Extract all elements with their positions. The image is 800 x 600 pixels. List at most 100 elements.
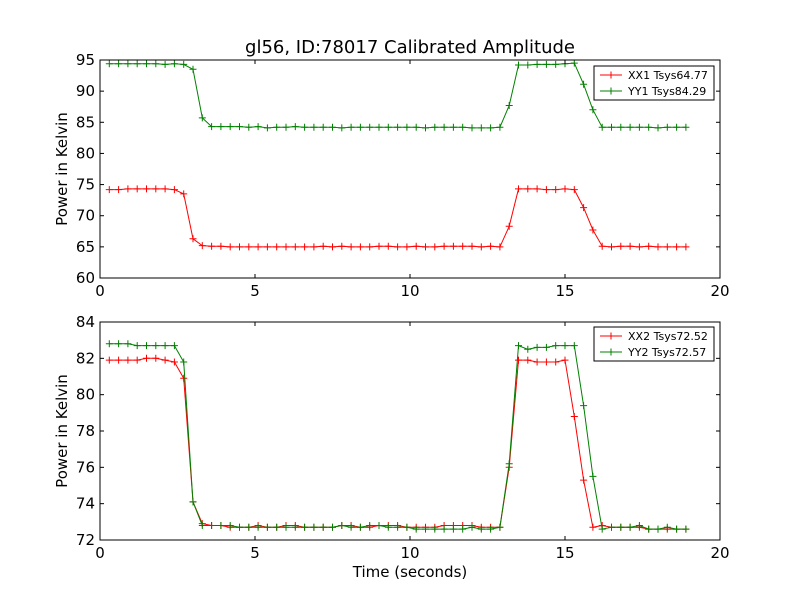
data-point <box>663 123 671 131</box>
legend: XX1 Tsys64.77 YY1 Tsys84.29 <box>593 65 715 101</box>
data-point <box>366 522 374 529</box>
data-point <box>673 123 681 131</box>
data-point <box>673 525 681 533</box>
data-point <box>524 356 532 364</box>
data-point <box>505 102 513 109</box>
data-point <box>682 525 690 533</box>
data-point <box>282 243 290 251</box>
y-tick-label: 74 <box>76 495 95 513</box>
data-point <box>366 243 374 251</box>
data-point <box>412 525 420 533</box>
data-point <box>273 523 281 531</box>
data-point <box>449 525 457 533</box>
data-point <box>561 356 569 364</box>
data-point <box>301 123 309 131</box>
y-tick-label: 82 <box>76 349 95 367</box>
data-point <box>487 242 495 250</box>
data-point <box>533 185 541 193</box>
data-point <box>384 523 392 531</box>
data-point <box>217 522 225 529</box>
data-point <box>487 124 495 132</box>
data-point <box>617 242 625 250</box>
x-tick-label: 5 <box>250 544 260 562</box>
data-point <box>552 186 560 194</box>
data-point <box>180 60 188 68</box>
data-point <box>589 106 597 114</box>
data-point <box>366 123 374 131</box>
data-point <box>133 185 141 193</box>
data-point <box>561 185 569 193</box>
x-axis-label: Time (seconds) <box>352 563 468 581</box>
data-point <box>589 226 597 234</box>
data-point <box>143 60 150 68</box>
legend-marker <box>607 348 615 356</box>
data-point <box>561 342 569 350</box>
data-point <box>608 123 615 131</box>
data-point <box>152 185 160 193</box>
data-point <box>226 123 234 131</box>
data-point <box>189 498 197 506</box>
data-point <box>301 523 309 531</box>
data-point <box>552 342 560 350</box>
data-point <box>533 358 541 366</box>
y-tick-label: 85 <box>76 113 95 131</box>
data-point <box>468 523 476 531</box>
data-point <box>580 204 588 212</box>
data-point <box>133 60 141 68</box>
data-point <box>254 523 262 531</box>
data-point <box>338 522 346 529</box>
data-point <box>422 243 429 251</box>
data-point <box>217 242 225 250</box>
data-point <box>394 123 402 131</box>
data-point <box>124 340 132 348</box>
data-point <box>449 242 457 250</box>
data-point <box>170 60 178 68</box>
y-tick-label: 75 <box>76 176 95 194</box>
data-point <box>422 525 429 533</box>
data-point <box>152 354 160 362</box>
data-point <box>589 523 597 531</box>
data-point <box>459 123 467 131</box>
data-point <box>617 123 625 131</box>
data-point <box>542 60 550 68</box>
data-point <box>431 123 439 131</box>
data-point <box>115 340 123 348</box>
y-axis-label: Power in Kelvin <box>53 374 71 488</box>
x-tick-label: 15 <box>555 544 574 562</box>
y-tick-label: 90 <box>76 82 95 100</box>
y-tick-label: 76 <box>76 458 95 476</box>
data-point <box>654 124 662 132</box>
data-point <box>626 242 634 250</box>
data-point <box>319 523 327 531</box>
data-point <box>440 242 448 250</box>
y-tick-label: 84 <box>76 313 95 331</box>
data-point <box>170 186 178 194</box>
legend-label: YY1 Tsys84.29 <box>627 85 706 98</box>
data-point <box>635 123 643 131</box>
data-point <box>496 243 504 251</box>
data-point <box>477 243 485 251</box>
data-point <box>347 123 355 131</box>
data-point <box>208 242 216 250</box>
data-point <box>422 124 429 132</box>
x-tick-label: 15 <box>555 282 574 300</box>
data-point <box>608 243 615 251</box>
data-point <box>180 358 188 366</box>
data-point <box>143 342 150 350</box>
data-point <box>124 60 132 68</box>
data-point <box>161 342 169 350</box>
data-point <box>403 243 411 251</box>
data-point <box>580 476 588 484</box>
data-point <box>524 61 532 69</box>
data-point <box>319 123 327 131</box>
data-point <box>198 114 206 122</box>
data-point <box>487 525 495 533</box>
data-point <box>524 345 532 353</box>
data-point <box>180 190 188 198</box>
data-point <box>394 523 402 531</box>
data-point <box>105 186 113 194</box>
data-point <box>310 523 318 531</box>
data-point <box>329 523 336 531</box>
data-point <box>329 243 336 251</box>
data-point <box>143 185 150 193</box>
